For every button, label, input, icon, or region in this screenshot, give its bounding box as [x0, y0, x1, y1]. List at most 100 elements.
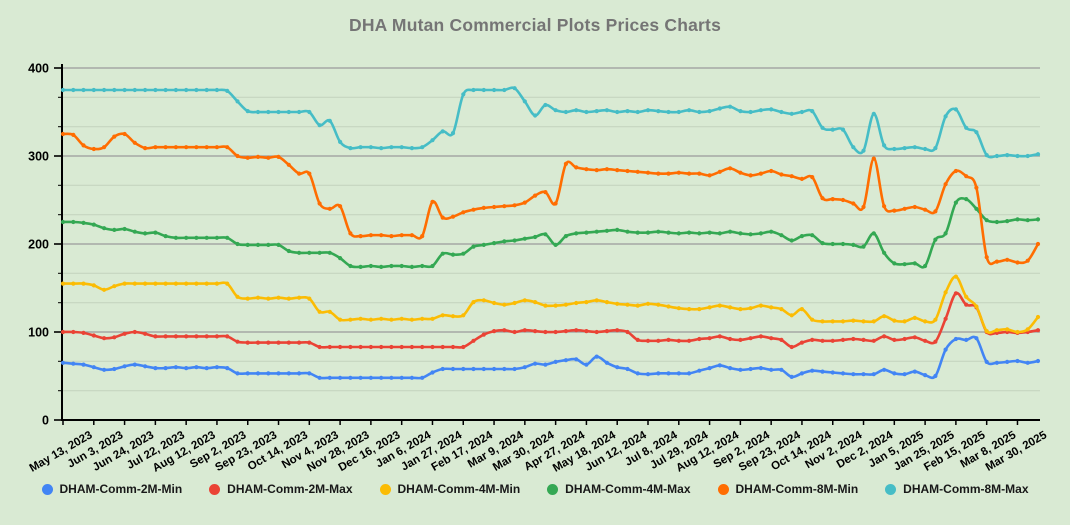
- data-point[interactable]: [697, 109, 702, 115]
- data-point[interactable]: [604, 167, 610, 172]
- data-point[interactable]: [297, 340, 302, 345]
- data-point[interactable]: [348, 344, 353, 350]
- data-point[interactable]: [235, 153, 240, 159]
- data-point[interactable]: [830, 127, 835, 132]
- data-point[interactable]: [553, 303, 558, 308]
- data-point[interactable]: [255, 371, 261, 376]
- data-point[interactable]: [60, 329, 66, 335]
- data-point[interactable]: [707, 173, 712, 178]
- data-point[interactable]: [799, 371, 805, 376]
- data-point[interactable]: [492, 366, 497, 372]
- data-point[interactable]: [604, 228, 610, 233]
- data-point[interactable]: [635, 109, 640, 115]
- data-point[interactable]: [666, 337, 671, 342]
- data-point[interactable]: [789, 174, 794, 179]
- data-point[interactable]: [450, 252, 456, 257]
- data-point[interactable]: [440, 251, 445, 256]
- data-point[interactable]: [502, 204, 507, 209]
- data-point[interactable]: [615, 328, 620, 333]
- data-point[interactable]: [389, 145, 394, 150]
- data-point[interactable]: [892, 337, 897, 342]
- data-point[interactable]: [871, 111, 876, 116]
- data-point[interactable]: [933, 339, 938, 344]
- data-point[interactable]: [964, 125, 969, 130]
- data-point[interactable]: [717, 106, 722, 111]
- data-point[interactable]: [748, 336, 753, 341]
- data-point[interactable]: [194, 235, 199, 240]
- data-point[interactable]: [758, 334, 764, 339]
- data-point[interactable]: [143, 146, 148, 151]
- data-point[interactable]: [1035, 217, 1041, 222]
- data-point[interactable]: [728, 366, 733, 371]
- data-point[interactable]: [358, 316, 363, 321]
- data-point[interactable]: [748, 173, 753, 178]
- data-point[interactable]: [615, 301, 620, 306]
- data-point[interactable]: [245, 340, 250, 345]
- data-point[interactable]: [574, 357, 579, 362]
- data-point[interactable]: [964, 294, 969, 299]
- data-point[interactable]: [60, 281, 66, 286]
- data-point[interactable]: [297, 295, 302, 300]
- data-point[interactable]: [769, 367, 774, 372]
- data-point[interactable]: [666, 371, 671, 376]
- data-point[interactable]: [789, 344, 794, 350]
- data-point[interactable]: [707, 336, 712, 341]
- data-point[interactable]: [338, 344, 343, 350]
- data-point[interactable]: [984, 359, 989, 364]
- data-point[interactable]: [953, 291, 959, 296]
- data-point[interactable]: [502, 239, 507, 244]
- data-point[interactable]: [317, 309, 322, 314]
- data-point[interactable]: [933, 146, 938, 151]
- data-point[interactable]: [748, 232, 753, 237]
- data-point[interactable]: [379, 233, 384, 238]
- data-point[interactable]: [399, 316, 404, 321]
- data-point[interactable]: [440, 313, 445, 318]
- data-point[interactable]: [666, 230, 671, 235]
- data-point[interactable]: [389, 344, 394, 350]
- data-point[interactable]: [194, 281, 199, 286]
- data-point[interactable]: [615, 227, 620, 232]
- data-point[interactable]: [604, 108, 610, 113]
- series-line[interactable]: [61, 275, 1040, 334]
- data-point[interactable]: [368, 233, 373, 238]
- data-point[interactable]: [861, 337, 866, 342]
- data-point[interactable]: [851, 201, 856, 206]
- data-point[interactable]: [153, 366, 158, 371]
- data-point[interactable]: [481, 87, 486, 93]
- data-point[interactable]: [163, 87, 168, 93]
- data-point[interactable]: [543, 102, 548, 108]
- data-point[interactable]: [143, 331, 148, 336]
- data-point[interactable]: [1035, 152, 1041, 157]
- data-point[interactable]: [112, 366, 117, 372]
- data-point[interactable]: [194, 365, 199, 370]
- data-point[interactable]: [409, 344, 414, 350]
- data-point[interactable]: [327, 375, 332, 380]
- data-point[interactable]: [994, 259, 1000, 264]
- data-point[interactable]: [645, 170, 651, 175]
- data-point[interactable]: [635, 230, 640, 235]
- data-point[interactable]: [799, 234, 805, 239]
- data-point[interactable]: [676, 109, 681, 115]
- data-point[interactable]: [522, 328, 527, 333]
- data-point[interactable]: [502, 87, 507, 93]
- data-point[interactable]: [974, 206, 979, 211]
- data-point[interactable]: [810, 337, 815, 342]
- data-point[interactable]: [738, 109, 743, 114]
- data-point[interactable]: [779, 337, 784, 342]
- data-point[interactable]: [594, 298, 599, 303]
- data-point[interactable]: [553, 108, 558, 113]
- series-DHAM-Comm-8M-Max[interactable]: [60, 86, 1041, 159]
- data-point[interactable]: [687, 307, 692, 312]
- data-point[interactable]: [892, 208, 897, 213]
- data-point[interactable]: [471, 87, 476, 93]
- data-point[interactable]: [1015, 329, 1020, 335]
- data-point[interactable]: [656, 229, 661, 234]
- data-point[interactable]: [184, 366, 189, 371]
- data-point[interactable]: [132, 140, 137, 145]
- data-point[interactable]: [1005, 257, 1010, 262]
- data-point[interactable]: [245, 242, 250, 247]
- data-point[interactable]: [533, 300, 538, 305]
- data-point[interactable]: [563, 329, 569, 334]
- data-point[interactable]: [738, 170, 743, 175]
